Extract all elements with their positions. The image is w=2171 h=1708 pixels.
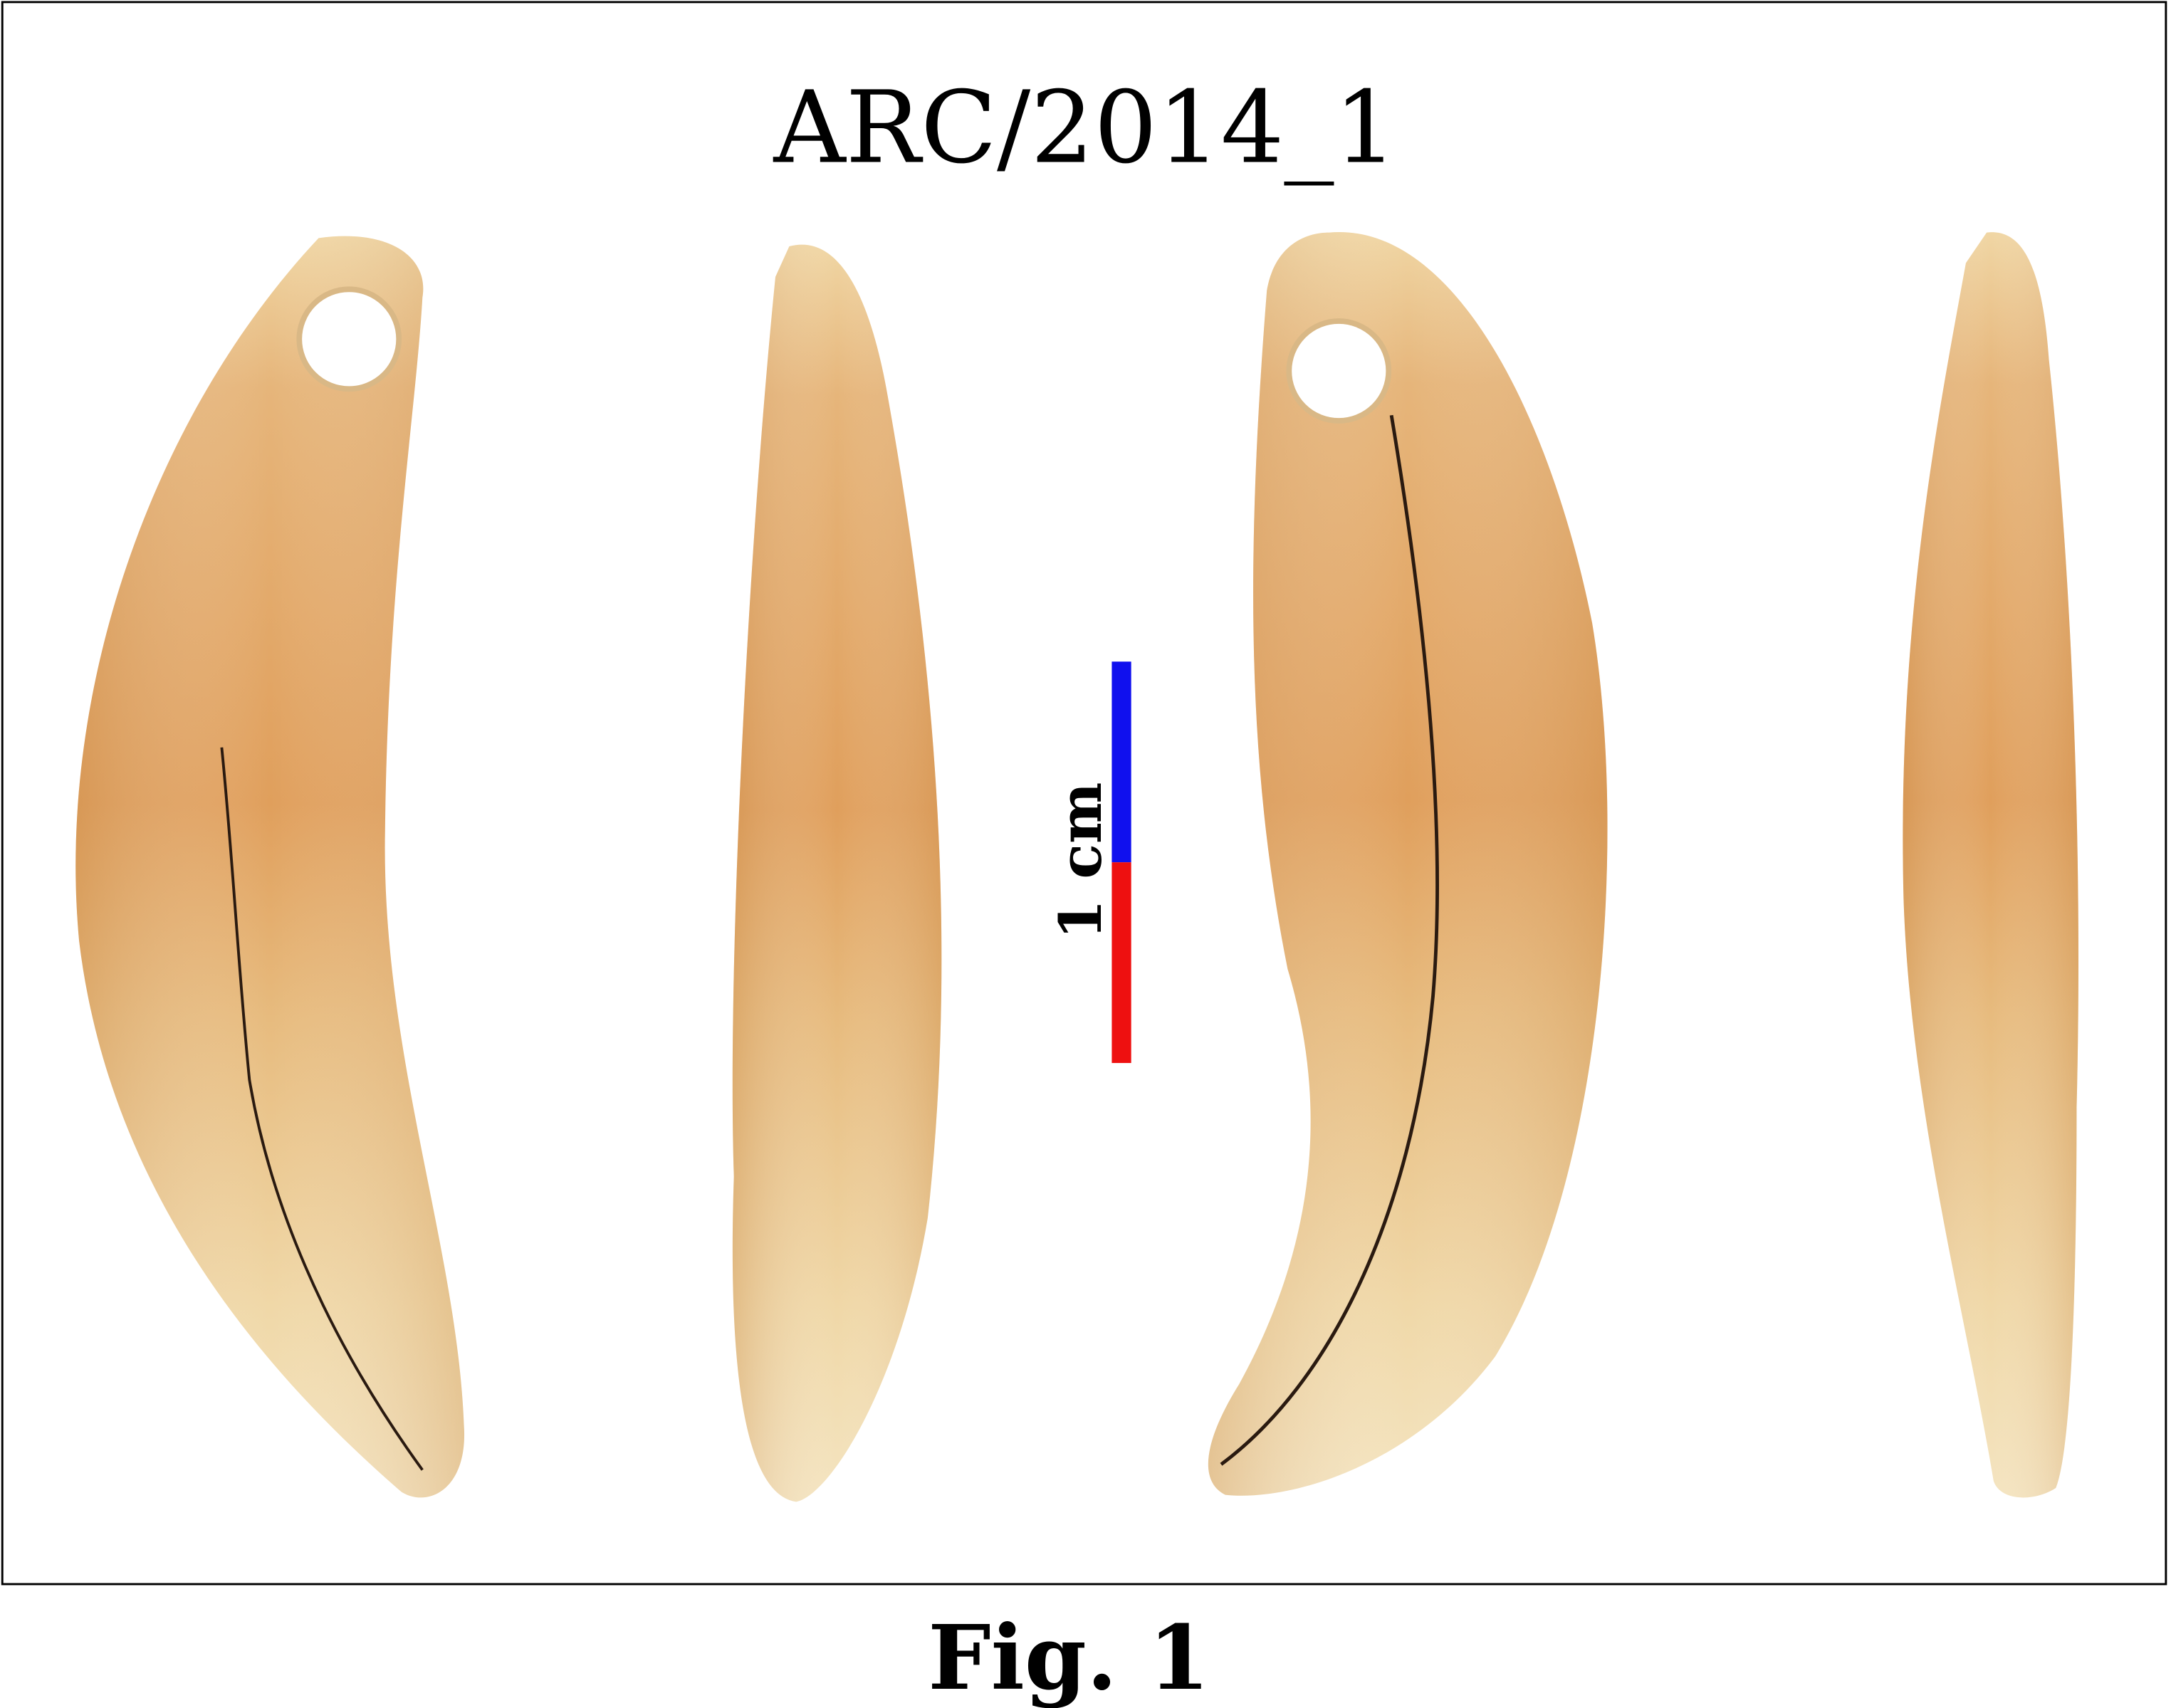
tooth-view-2 — [732, 244, 942, 1502]
crack-line — [1220, 414, 1439, 1466]
scale-bar-label: 1 cm — [1047, 782, 1115, 940]
scale-bar-lower — [1111, 862, 1131, 1064]
tooth-view-3 — [1208, 231, 1608, 1496]
specimen-id-title: ARC/2014_1 — [773, 70, 1398, 186]
tooth-view-4 — [1903, 232, 2078, 1498]
perforation-hole — [1286, 318, 1392, 424]
scale-bar-upper — [1111, 661, 1131, 863]
tooth-view-1 — [75, 236, 465, 1498]
scale-bar: 1 cm — [1047, 661, 1131, 1064]
perforation-hole — [296, 286, 402, 392]
crack-line — [220, 747, 424, 1471]
figure-caption: Fig. 1 — [928, 1606, 1210, 1708]
